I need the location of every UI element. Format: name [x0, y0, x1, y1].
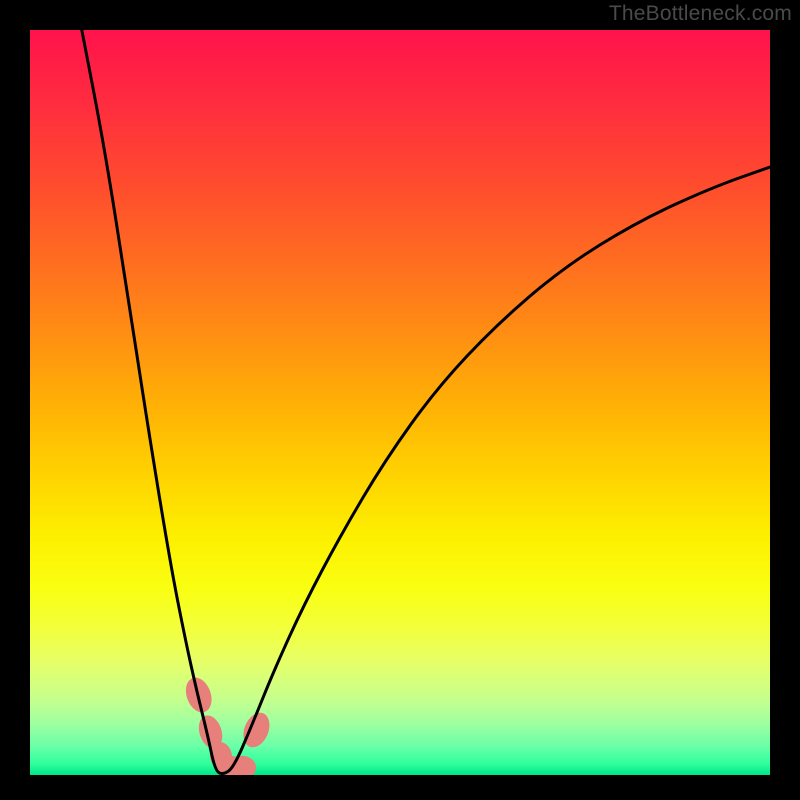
watermark-text: TheBottleneck.com — [609, 0, 800, 26]
bottleneck-curve — [82, 30, 770, 774]
chart-frame — [30, 30, 770, 775]
curve-layer — [30, 30, 770, 775]
